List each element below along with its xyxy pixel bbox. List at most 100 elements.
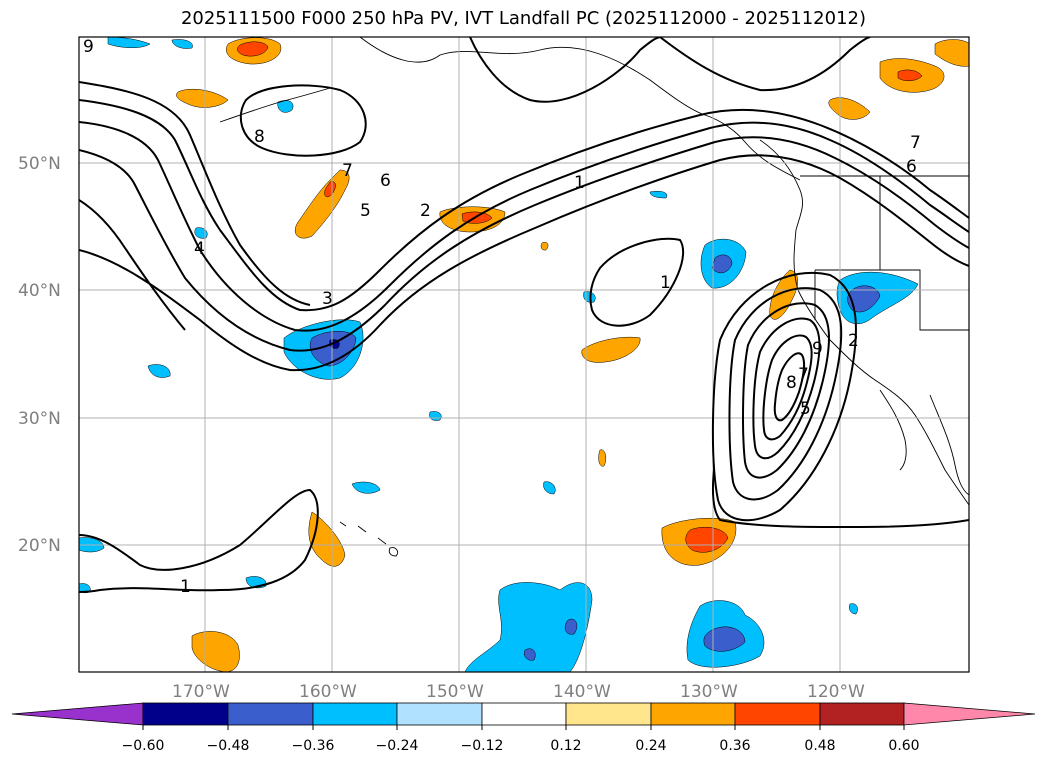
contour-label: 8: [254, 127, 265, 147]
coastline-mexico: [929, 394, 969, 496]
negative-anomaly-blob: [147, 364, 171, 378]
contour-line: [79, 136, 969, 352]
positive-anomaly-core: [897, 69, 923, 81]
colorbar-tick-label: 0.12: [550, 738, 581, 754]
contour-labels: 9 8 7 6 5 4 3 2 1 1 1 7 6 8 7 9 5 2: [83, 37, 921, 597]
colorbar-swatch: [650, 702, 736, 726]
positive-anomaly-blob: [934, 39, 969, 67]
positive-anomaly-blob: [598, 449, 607, 467]
colorbar-swatch: [565, 702, 652, 726]
contour-label: 2: [420, 201, 431, 221]
colorbar-extend-left: [11, 702, 144, 726]
contour-line: [79, 199, 186, 331]
state-border: [800, 175, 969, 331]
hawaii-islands: [339, 521, 399, 557]
lat-label-30n: 30°N: [18, 409, 61, 429]
map-frame-background: [79, 37, 969, 672]
colorbar-tick-label: −0.48: [207, 738, 250, 754]
contour-line: [79, 121, 969, 332]
negative-anomaly-blob: [429, 411, 442, 421]
negative-anomaly-core: [847, 285, 881, 313]
colorbar-tick-label: 0.48: [804, 738, 835, 754]
colorbar-swatch: [396, 702, 483, 726]
contour-line: [742, 302, 830, 479]
contour-label: 5: [800, 399, 811, 419]
contour-line: [659, 37, 871, 92]
lat-label-40n: 40°N: [18, 281, 61, 301]
positive-anomaly-blob: [308, 511, 346, 567]
colorbar-ticks: [142, 725, 905, 730]
positive-anomaly-blob: [540, 242, 549, 251]
colorbar-extend-right: [903, 702, 1036, 726]
negative-anomaly-core: [524, 648, 536, 661]
colorbar-tick-label: −0.24: [376, 738, 419, 754]
colorbar-tick-label: −0.60: [122, 738, 165, 754]
contour-label: 2: [848, 331, 859, 351]
colorbar-swatch: [734, 702, 821, 726]
contour-line: [469, 37, 661, 103]
colorbar-tick-label: −0.12: [461, 738, 504, 754]
positive-anomaly-blob: [176, 89, 229, 108]
positive-anomaly-core: [237, 41, 269, 57]
colorbar-tick-label: −0.36: [292, 738, 335, 754]
contour-label: 1: [660, 273, 671, 293]
colorbar-swatch: [142, 702, 229, 726]
contour-label: 8: [786, 373, 797, 393]
coastline-aleutians: [219, 87, 331, 123]
contour-line: [762, 334, 813, 441]
lon-label-150w: 150°W: [426, 682, 484, 702]
longitude-labels: 170°W 160°W 150°W 140°W 130°W 120°W: [172, 682, 865, 702]
colorbar-labels: −0.60 −0.48 −0.36 −0.24 −0.12 0.12 0.24 …: [122, 738, 920, 754]
contour-label: 9: [83, 37, 94, 57]
colorbar-swatch: [227, 702, 314, 726]
map-frame: [78, 36, 970, 673]
colorbar-swatch: [819, 702, 905, 726]
lat-label-50n: 50°N: [18, 154, 61, 174]
contour-line: [79, 81, 311, 306]
colorbar-tick-label: 0.24: [635, 738, 666, 754]
positive-anomaly-blob: [769, 269, 798, 320]
negative-anomaly-blob: [464, 582, 593, 672]
negative-anomaly-core: [711, 254, 733, 274]
contour-line: [589, 237, 685, 327]
contour-line: [711, 271, 857, 522]
negative-anomaly-core: [703, 626, 746, 652]
contour-line: [773, 352, 806, 422]
map-content: 9 8 7 6 5 4 3 2 1 1 1 7 6 8 7 9 5 2: [79, 37, 969, 672]
pv-contours: [79, 37, 969, 593]
contour-label: 6: [906, 157, 917, 177]
contour-label: 7: [910, 133, 921, 153]
contour-label: 7: [342, 161, 353, 181]
positive-anomaly-blob: [191, 631, 240, 672]
positive-anomaly-blob: [828, 97, 871, 120]
negative-anomaly-core: [564, 618, 578, 635]
negative-anomaly-blob: [543, 481, 556, 495]
colorbar-swatch: [481, 702, 567, 726]
contour-line: [728, 287, 843, 501]
coastline-bc: [759, 139, 803, 231]
lon-label-130w: 130°W: [680, 682, 738, 702]
contour-label: 9: [812, 339, 823, 359]
positive-anomaly-blob: [581, 336, 641, 363]
colorbar: [11, 702, 1036, 726]
lon-label-120w: 120°W: [807, 682, 865, 702]
contour-line: [79, 488, 319, 593]
contour-label: 7: [798, 365, 809, 385]
latitude-labels: 50°N 40°N 30°N 20°N: [18, 154, 61, 556]
contour-label: 5: [360, 201, 371, 221]
coastline-alaska: [359, 37, 801, 181]
contour-line: [79, 99, 969, 312]
lat-label-20n: 20°N: [18, 536, 61, 556]
negative-anomaly-blob: [849, 603, 858, 615]
contour-line: [711, 469, 969, 529]
lon-label-140w: 140°W: [553, 682, 611, 702]
coastline-baja: [879, 389, 907, 471]
colorbar-tick-label: 0.60: [888, 738, 919, 754]
negative-anomaly-core: [309, 331, 357, 367]
contour-line: [239, 84, 367, 157]
contour-label: 1: [574, 173, 585, 193]
negative-anomaly-blob: [171, 39, 193, 49]
negative-anomaly-blob: [194, 227, 208, 239]
colorbar-swatch: [312, 702, 398, 726]
